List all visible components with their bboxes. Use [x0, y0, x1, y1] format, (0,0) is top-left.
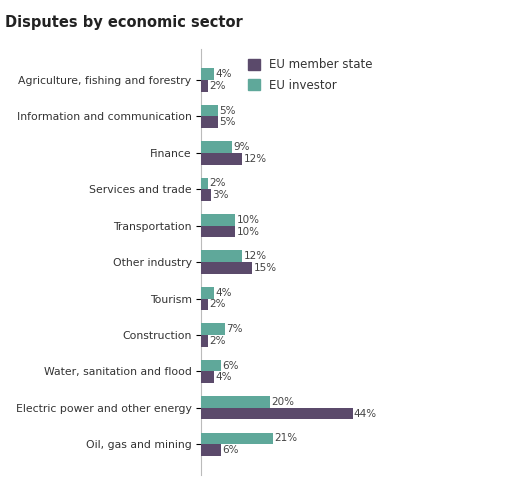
Bar — [201, 287, 214, 298]
Bar — [201, 80, 208, 92]
Bar — [201, 323, 225, 335]
Text: 4%: 4% — [216, 372, 232, 382]
Text: 10%: 10% — [237, 226, 260, 237]
Bar — [201, 69, 214, 80]
Text: 5%: 5% — [219, 117, 236, 127]
Text: Disputes by economic sector: Disputes by economic sector — [5, 15, 243, 30]
Bar — [201, 214, 235, 226]
Bar — [201, 408, 353, 419]
Text: 4%: 4% — [216, 288, 232, 298]
Text: 10%: 10% — [237, 215, 260, 225]
Text: 12%: 12% — [243, 154, 267, 164]
Text: 15%: 15% — [254, 263, 277, 273]
Text: 3%: 3% — [212, 190, 229, 200]
Text: 2%: 2% — [209, 81, 225, 91]
Bar — [201, 335, 208, 346]
Text: 12%: 12% — [243, 251, 267, 261]
Text: 2%: 2% — [209, 178, 225, 189]
Text: 2%: 2% — [209, 336, 225, 346]
Bar — [201, 433, 273, 444]
Text: 20%: 20% — [271, 397, 294, 407]
Text: 21%: 21% — [275, 434, 298, 443]
Text: 4%: 4% — [216, 69, 232, 79]
Bar — [201, 226, 235, 237]
Bar — [201, 178, 208, 189]
Bar — [201, 298, 208, 310]
Legend: EU member state, EU investor: EU member state, EU investor — [244, 55, 376, 95]
Text: 7%: 7% — [226, 324, 243, 334]
Text: 6%: 6% — [223, 361, 239, 370]
Bar — [201, 262, 252, 274]
Bar — [201, 141, 232, 153]
Bar — [201, 153, 242, 165]
Bar — [201, 444, 221, 456]
Bar — [201, 360, 221, 371]
Text: 2%: 2% — [209, 299, 225, 309]
Bar — [201, 396, 270, 408]
Text: 5%: 5% — [219, 106, 236, 116]
Text: 44%: 44% — [354, 409, 377, 418]
Text: 9%: 9% — [233, 142, 250, 152]
Text: 6%: 6% — [223, 445, 239, 455]
Bar — [201, 250, 242, 262]
Bar — [201, 189, 211, 201]
Bar — [201, 117, 218, 128]
Bar — [201, 371, 214, 383]
Bar — [201, 105, 218, 117]
